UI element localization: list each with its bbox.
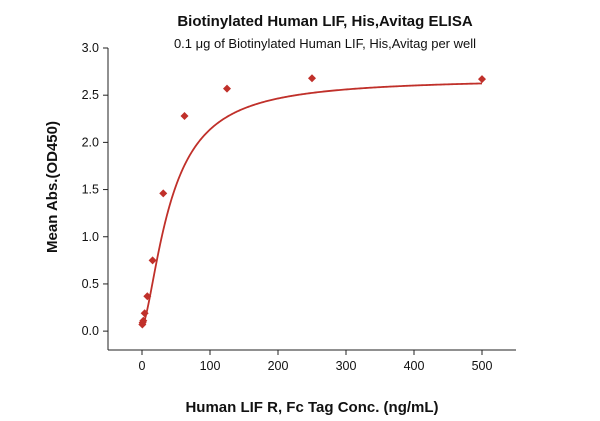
y-tick-label: 1.0: [82, 230, 99, 244]
y-tick-label: 2.0: [82, 135, 99, 149]
chart-subtitle: 0.1 μg of Biotinylated Human LIF, His,Av…: [174, 36, 476, 51]
x-tick-label: 300: [336, 359, 357, 373]
data-point: [159, 189, 168, 198]
x-tick-label: 500: [472, 359, 493, 373]
data-point: [180, 111, 189, 120]
axes: 0 100 200 300 400 500 0.0 0.5 1.0 1.5 2.0 2.5 3.0: [82, 41, 516, 373]
y-tick-label: 3.0: [82, 41, 99, 55]
data-point: [140, 309, 149, 318]
x-axis-title: Human LIF R, Fc Tag Conc. (ng/mL): [185, 399, 438, 416]
data-point: [478, 75, 486, 84]
data-point: [308, 74, 316, 83]
data-point: [143, 292, 152, 301]
y-tick-label: 0.0: [82, 324, 99, 338]
data-point: [223, 84, 231, 93]
x-tick-label: 200: [268, 359, 289, 373]
data-point: [139, 316, 148, 325]
x-tick-label: 100: [200, 359, 221, 373]
x-tick-label: 0: [139, 359, 146, 373]
x-tick-label: 400: [404, 359, 425, 373]
fit-curve: [141, 82, 483, 327]
fit-curve-layer: [141, 82, 483, 327]
y-tick-label: 0.5: [82, 277, 99, 291]
data-point: [148, 256, 157, 265]
chart-title: Biotinylated Human LIF, His,Avitag ELISA: [177, 13, 472, 30]
y-axis-title: Mean Abs.(OD450): [44, 121, 61, 253]
y-tick-label: 1.5: [82, 183, 99, 197]
data-points: [138, 74, 486, 329]
y-tick-label: 2.5: [82, 88, 99, 102]
